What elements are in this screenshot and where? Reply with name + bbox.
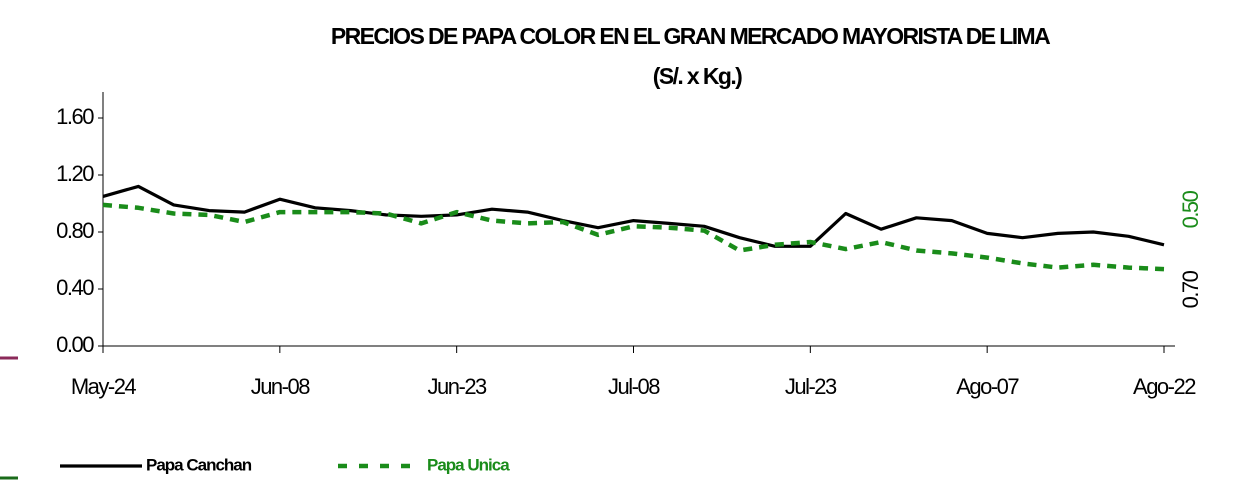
x-tick-label: Ago-07 xyxy=(956,374,1019,399)
x-tick-label: Jul-23 xyxy=(785,374,837,399)
x-tick-label: Jun-23 xyxy=(428,374,488,399)
series-line xyxy=(102,202,1165,272)
chart-title: PRECIOS DE PAPA COLOR EN EL GRAN MERCADO… xyxy=(331,23,1050,49)
x-tick-label: Jun-08 xyxy=(251,374,311,399)
series-line xyxy=(102,184,1165,248)
side-label: 0.70 xyxy=(1178,270,1203,308)
side-label: 0.50 xyxy=(1178,190,1203,228)
y-tick-label: 0.00 xyxy=(56,332,94,357)
x-tick-label: Jul-08 xyxy=(608,374,660,399)
y-tick-label: 1.20 xyxy=(56,161,94,186)
y-tick-label: 1.60 xyxy=(56,104,94,129)
y-tick-label: 0.40 xyxy=(56,275,94,300)
legend-label: Papa Canchan xyxy=(146,455,252,474)
y-tick-label: 0.80 xyxy=(56,218,94,243)
chart-subtitle: (S/. x Kg.) xyxy=(653,63,742,89)
legend-label: Papa Unica xyxy=(427,455,510,474)
x-tick-label: Ago-22 xyxy=(1133,374,1196,399)
x-tick-label: May-24 xyxy=(71,374,137,399)
